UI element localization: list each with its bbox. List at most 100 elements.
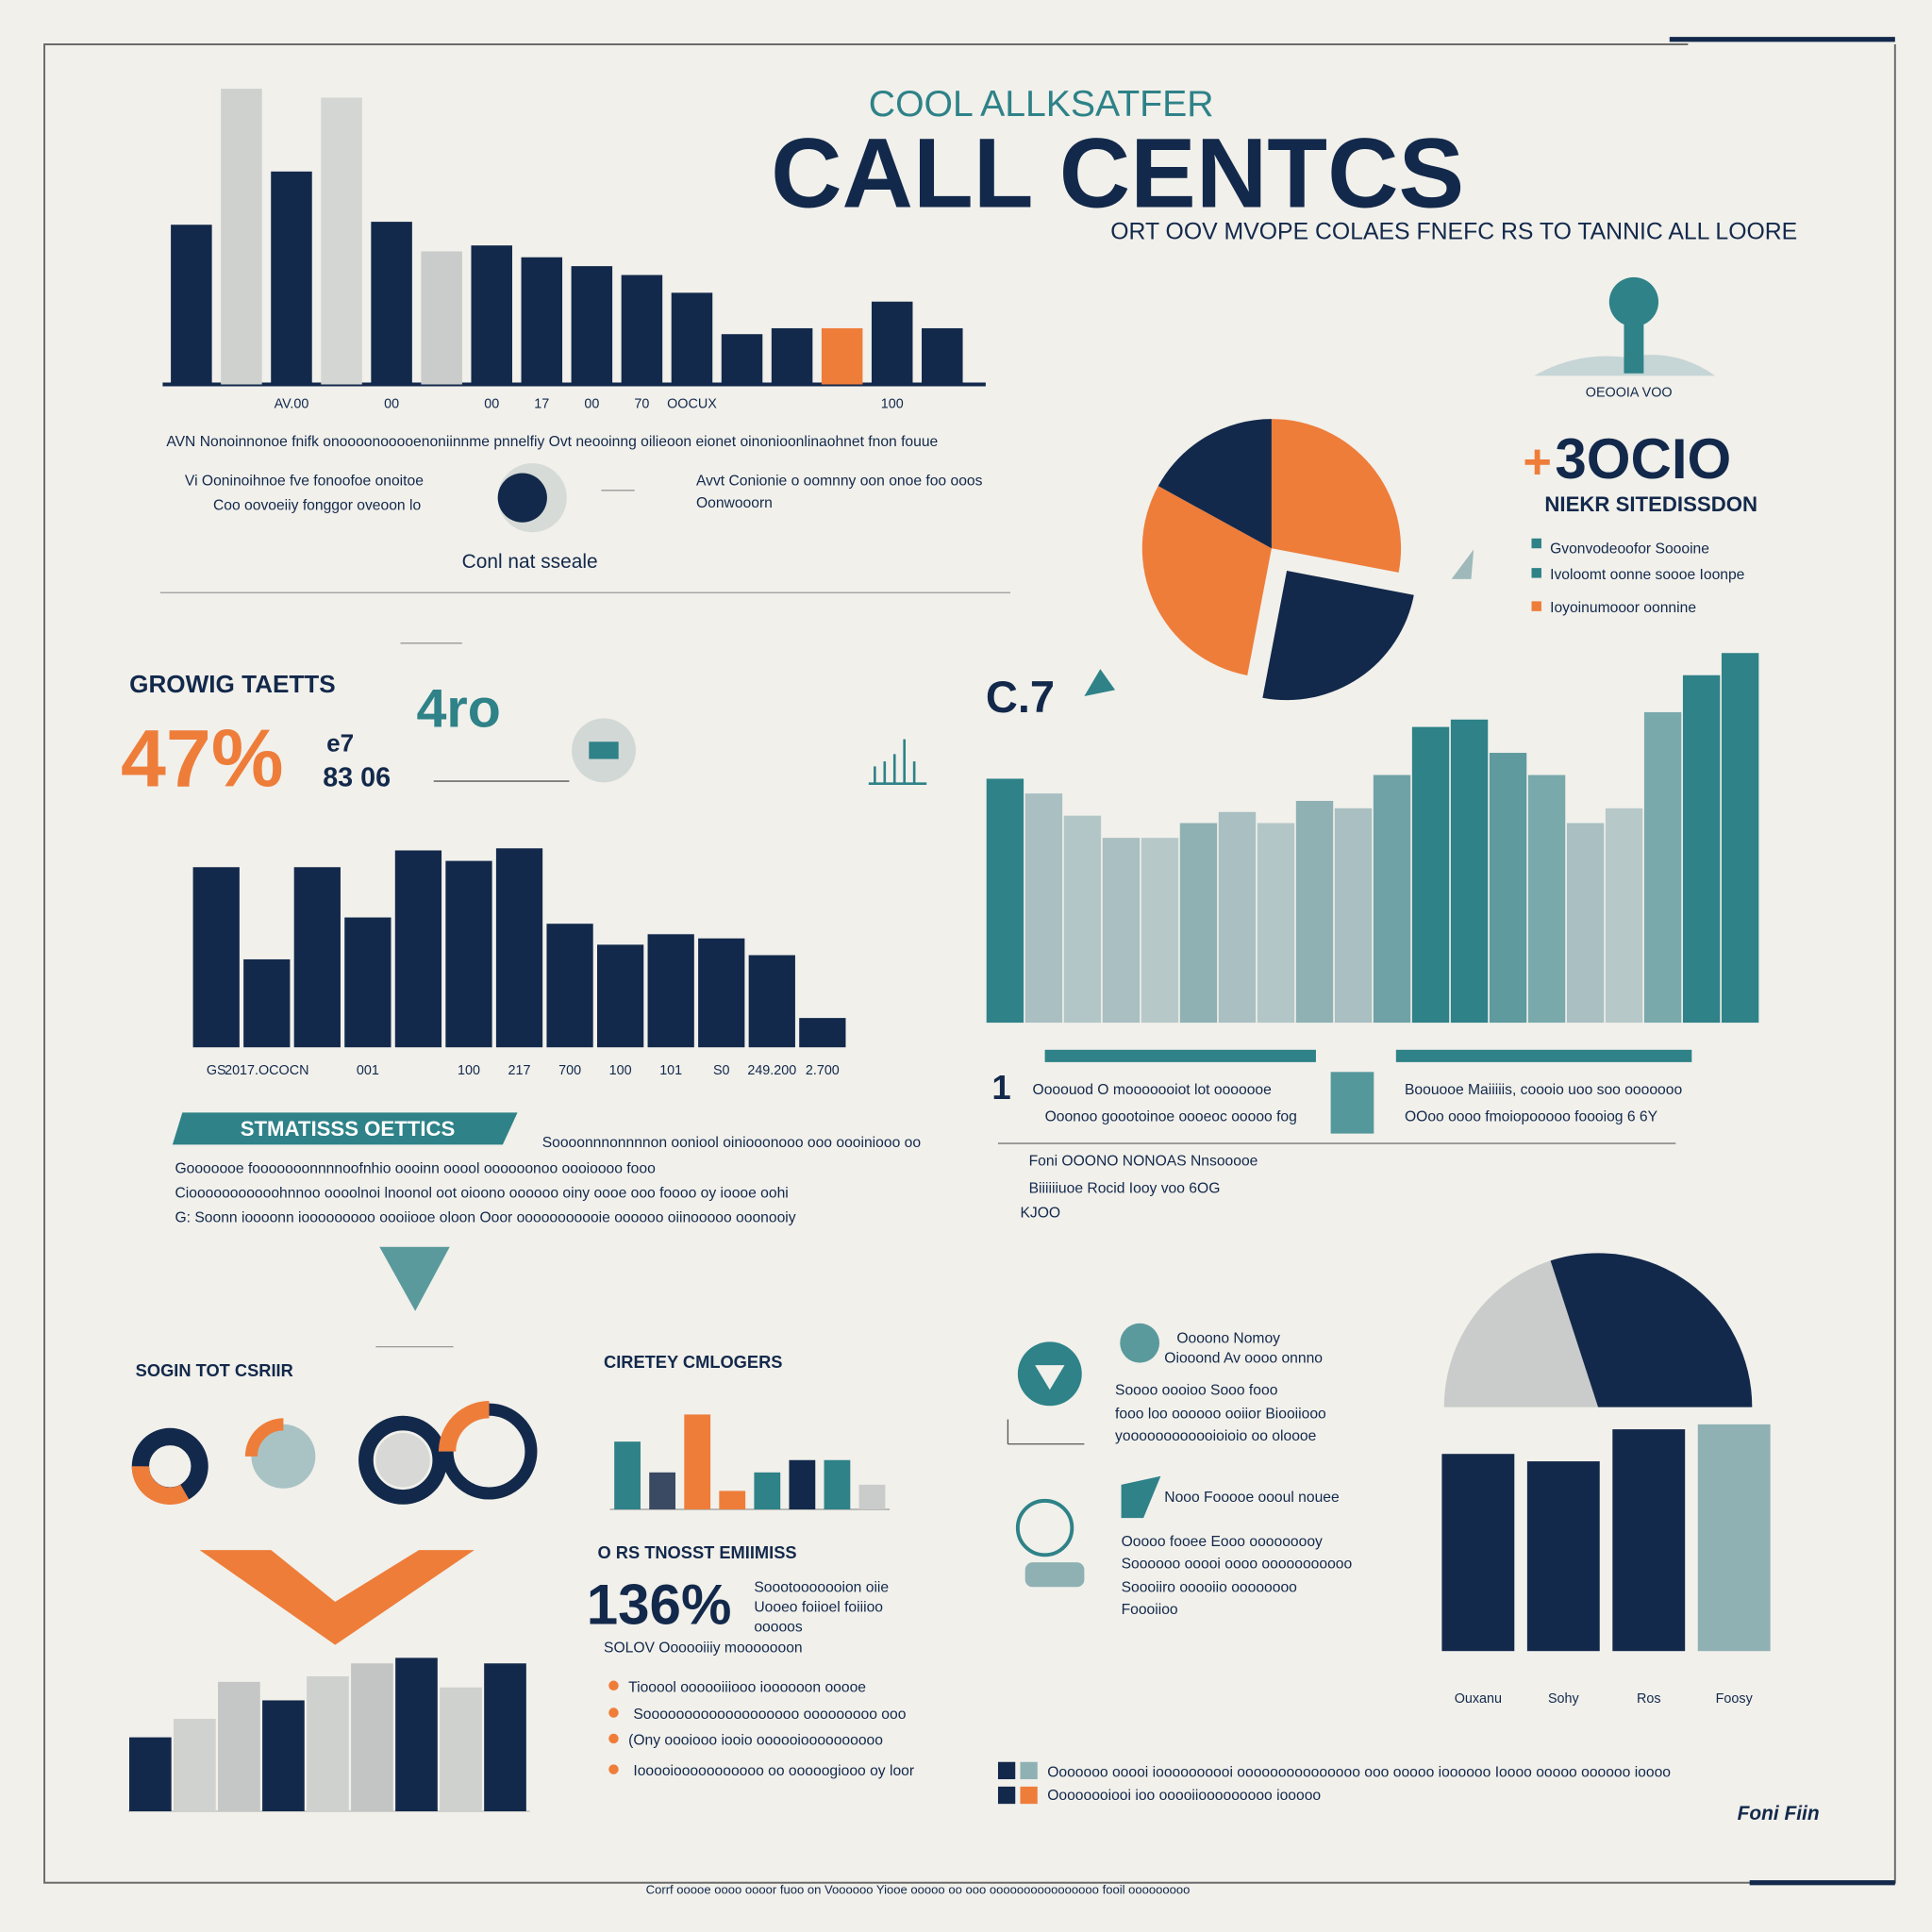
list-item: Ivoloomt oonne soooe Ioonpe — [1550, 567, 1745, 583]
donuts — [131, 1401, 538, 1506]
heading: SOGIN TOT CSRIIR — [136, 1360, 293, 1380]
bar — [719, 1491, 746, 1509]
icon — [1015, 1498, 1074, 1557]
bar — [395, 1657, 438, 1811]
bar — [1218, 811, 1257, 1024]
bar — [344, 917, 391, 1048]
side-label: e7 — [326, 729, 354, 758]
pie-slice — [1550, 1253, 1753, 1407]
bar — [321, 97, 362, 385]
x-tick-label: 00 — [384, 396, 399, 411]
stat-sign: + — [1523, 435, 1552, 490]
bar — [307, 1675, 349, 1811]
heading: CIRETEY CMLOGERS — [604, 1352, 782, 1372]
line: Soooooo ooooi oooo ooooooooooo — [1122, 1557, 1353, 1573]
bar — [621, 275, 663, 385]
bar — [698, 938, 745, 1048]
x-tick-label: S0 — [713, 1063, 730, 1078]
bar — [445, 860, 492, 1048]
bar — [1141, 838, 1179, 1024]
line: Boouooe Maiiiiis, coooio uoo soo ooooooo — [1405, 1082, 1682, 1098]
x-tick-label: 70 — [634, 396, 649, 411]
bar — [495, 848, 543, 1048]
legend-text: Ooooooo ooooi ioooooooooi oooooooooooooo… — [1047, 1764, 1671, 1780]
bar — [789, 1459, 816, 1509]
bar — [596, 944, 644, 1048]
line: ooooos — [754, 1619, 803, 1635]
line: G: Soonn ioooonn iooooooooo oooiiooe olo… — [175, 1210, 795, 1226]
list-item: Tiooool oooooiiiooo ioooooon ooooe — [628, 1679, 866, 1695]
line: Soooiiro ooooiio oooooooo — [1122, 1580, 1298, 1596]
line: Foooiioo — [1122, 1602, 1178, 1618]
title: CALL CENTCS — [771, 118, 1464, 228]
bar — [1257, 823, 1295, 1024]
line: Soooo oooioo Sooo fooo — [1115, 1383, 1278, 1399]
bar — [1682, 675, 1721, 1024]
x-tick-label: GS — [207, 1063, 226, 1078]
pie-slice — [1271, 419, 1402, 573]
legend-swatch — [997, 1761, 1016, 1780]
bar — [871, 301, 913, 385]
line: Gooooooe fooooooonnnnoofnhio oooinn oooo… — [175, 1160, 656, 1176]
icon — [1035, 1365, 1065, 1391]
line: OOoo oooo fmoiopooooo foooiog 6 6Y — [1405, 1109, 1658, 1125]
bar — [986, 778, 1024, 1024]
x-tick-label: AV.00 — [275, 396, 309, 411]
bar — [1526, 1461, 1600, 1652]
x-tick-label: 100 — [458, 1063, 480, 1078]
bar — [1450, 719, 1489, 1024]
bar — [1441, 1454, 1515, 1652]
icon — [1084, 669, 1116, 696]
list-item: Biiiiiiuoe Rocid Iooy voo 6OG — [1029, 1180, 1221, 1196]
bar — [394, 850, 442, 1048]
legend-swatch — [997, 1786, 1016, 1805]
donut — [358, 1415, 448, 1505]
bar — [1566, 823, 1605, 1024]
number: 1 — [991, 1068, 1010, 1107]
bar — [771, 327, 813, 385]
x-tick-label: Ouxanu — [1455, 1691, 1502, 1707]
list-item: Avvt Conionie o oomnny oon onoe foo ooos — [696, 474, 983, 490]
bar — [821, 327, 863, 385]
bar — [1612, 1429, 1686, 1652]
legend-text: Oooooooiooi ioo ooooiiooooooooo iooooo — [1047, 1788, 1321, 1804]
donut-arc — [244, 1418, 284, 1457]
list-item: Iooooiooooooooooo oo ooooogiooo oy loor — [633, 1763, 914, 1779]
icon — [1451, 549, 1474, 579]
bar — [1411, 726, 1450, 1024]
bar — [754, 1472, 781, 1509]
bar — [824, 1459, 851, 1509]
list-item: Vi Ooninoihnoe fve fonoofoe onoitoe — [185, 474, 424, 490]
line: Ciooooooooooohnnoo oooolnoi lnoonol oot … — [175, 1186, 788, 1202]
icon — [589, 741, 619, 759]
x-tick-label: 001 — [357, 1063, 379, 1078]
x-tick-label: 2.700 — [806, 1063, 840, 1078]
icon — [1608, 276, 1659, 327]
x-tick-label: Sohy — [1548, 1691, 1580, 1707]
bar — [1295, 800, 1334, 1024]
bar — [671, 292, 713, 385]
banner — [172, 1112, 518, 1145]
bar — [171, 225, 212, 385]
line: Soootooooooion oiie — [754, 1580, 889, 1596]
heading: GROWIG TAETTS — [129, 670, 336, 698]
bar — [858, 1484, 886, 1509]
bar — [192, 867, 240, 1048]
pie-slice — [1443, 1260, 1599, 1407]
bar — [1102, 838, 1141, 1024]
stat: 3OCIO — [1555, 427, 1731, 491]
bar — [1721, 653, 1759, 1024]
donut-arc — [131, 1465, 190, 1506]
list-item: Sooooooooooooooooooo ooooooooo ooo — [633, 1707, 906, 1723]
pie-slice — [1158, 419, 1272, 549]
bar — [1489, 753, 1527, 1024]
bar — [440, 1687, 482, 1811]
heading: Oiooond Av oooo onnno — [1164, 1351, 1323, 1367]
bar — [371, 222, 412, 385]
brand: Foni Fiin — [1738, 1803, 1820, 1824]
stat: C.7 — [986, 672, 1055, 722]
heading: Nooo Fooooe oooul nouee — [1164, 1490, 1340, 1506]
bar — [129, 1737, 172, 1811]
